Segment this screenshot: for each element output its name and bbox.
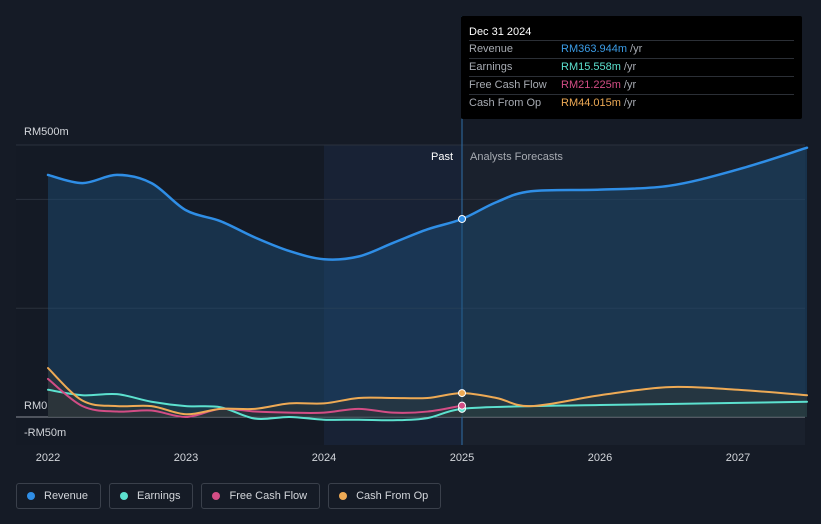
legend-item-free-cash-flow[interactable]: Free Cash Flow bbox=[201, 483, 321, 509]
line-free-cash-flow bbox=[47, 377, 463, 419]
legend-item-revenue[interactable]: Revenue bbox=[16, 483, 102, 509]
area-earnings bbox=[48, 389, 807, 421]
x-tick-label: 2022 bbox=[36, 452, 60, 464]
y-tick-label: RM500m bbox=[24, 126, 69, 138]
x-tick-label: 2027 bbox=[726, 452, 750, 464]
series-markers bbox=[458, 214, 466, 413]
legend-label: Revenue bbox=[44, 490, 89, 502]
legend-dot-icon bbox=[27, 492, 35, 500]
legend-label: Free Cash Flow bbox=[229, 490, 308, 502]
tooltip-label: Cash From Op bbox=[469, 97, 542, 109]
past-label: Past bbox=[431, 151, 453, 163]
tooltip-value: RM44.015m bbox=[561, 97, 621, 109]
y-tick-label: -RM50m bbox=[24, 427, 66, 439]
x-tick-label: 2025 bbox=[450, 452, 474, 464]
tooltip-row-cash-from-op: Cash From Op RM44.015m /yr bbox=[469, 94, 794, 112]
forecast-region bbox=[462, 145, 805, 445]
tooltip-label: Free Cash Flow bbox=[469, 79, 547, 91]
tooltip-label: Earnings bbox=[469, 61, 513, 73]
legend-item-earnings[interactable]: Earnings bbox=[109, 483, 194, 509]
marker-free-cash-flow bbox=[458, 401, 466, 410]
legend-label: Earnings bbox=[137, 490, 181, 502]
marker-revenue bbox=[458, 214, 466, 223]
tooltip-unit: /yr bbox=[623, 79, 637, 91]
series-lines bbox=[46, 146, 809, 422]
x-tick-label: 2024 bbox=[312, 452, 336, 464]
legend-dot-icon bbox=[339, 492, 348, 500]
tooltip-row-free-cash-flow: Free Cash Flow RM21.225m /yr bbox=[469, 76, 794, 94]
axis-labels: RM500m RM0 -RM50m 2022 2023 2024 2025 2026 2027 P… bbox=[24, 126, 750, 464]
tooltip-unit: /yr bbox=[623, 61, 637, 73]
x-tick-label: 2026 bbox=[588, 452, 612, 464]
line-earnings bbox=[47, 388, 808, 422]
tooltip-label: Revenue bbox=[469, 43, 514, 55]
tooltip-row-earnings: Earnings RM15.558m /yr bbox=[469, 58, 794, 76]
tooltip-value: RM21.225m bbox=[561, 79, 621, 91]
area-free-cash-flow bbox=[48, 378, 462, 418]
tooltip-unit: /yr bbox=[623, 97, 637, 109]
legend-dot-icon bbox=[212, 492, 221, 500]
marker-cash-from-op bbox=[458, 389, 466, 398]
legend: Revenue Earnings Free Cash Flow Cash Fro… bbox=[16, 483, 442, 509]
forecast-label: Analysts Forecasts bbox=[470, 151, 563, 163]
legend-label: Cash From Op bbox=[356, 490, 429, 502]
line-cash-from-op bbox=[47, 367, 808, 416]
y-tick-label: RM0 bbox=[24, 400, 47, 412]
legend-dot-icon bbox=[120, 492, 129, 500]
tooltip-date: Dec 31 2024 bbox=[469, 26, 532, 38]
tooltip-value: RM15.558m bbox=[561, 61, 621, 73]
tooltip-value: RM363.944m bbox=[561, 43, 628, 55]
area-revenue bbox=[48, 147, 807, 417]
x-tick-label: 2023 bbox=[174, 452, 198, 464]
tooltip-unit: /yr bbox=[630, 43, 643, 55]
tooltip: Dec 31 2024 Revenue RM363.944m /yr Earni… bbox=[461, 16, 802, 119]
legend-item-cash-from-op[interactable]: Cash From Op bbox=[328, 483, 442, 509]
tooltip-row-revenue: Revenue RM363.944m /yr bbox=[469, 40, 794, 58]
highlight-region bbox=[324, 145, 462, 445]
line-revenue bbox=[46, 146, 809, 261]
